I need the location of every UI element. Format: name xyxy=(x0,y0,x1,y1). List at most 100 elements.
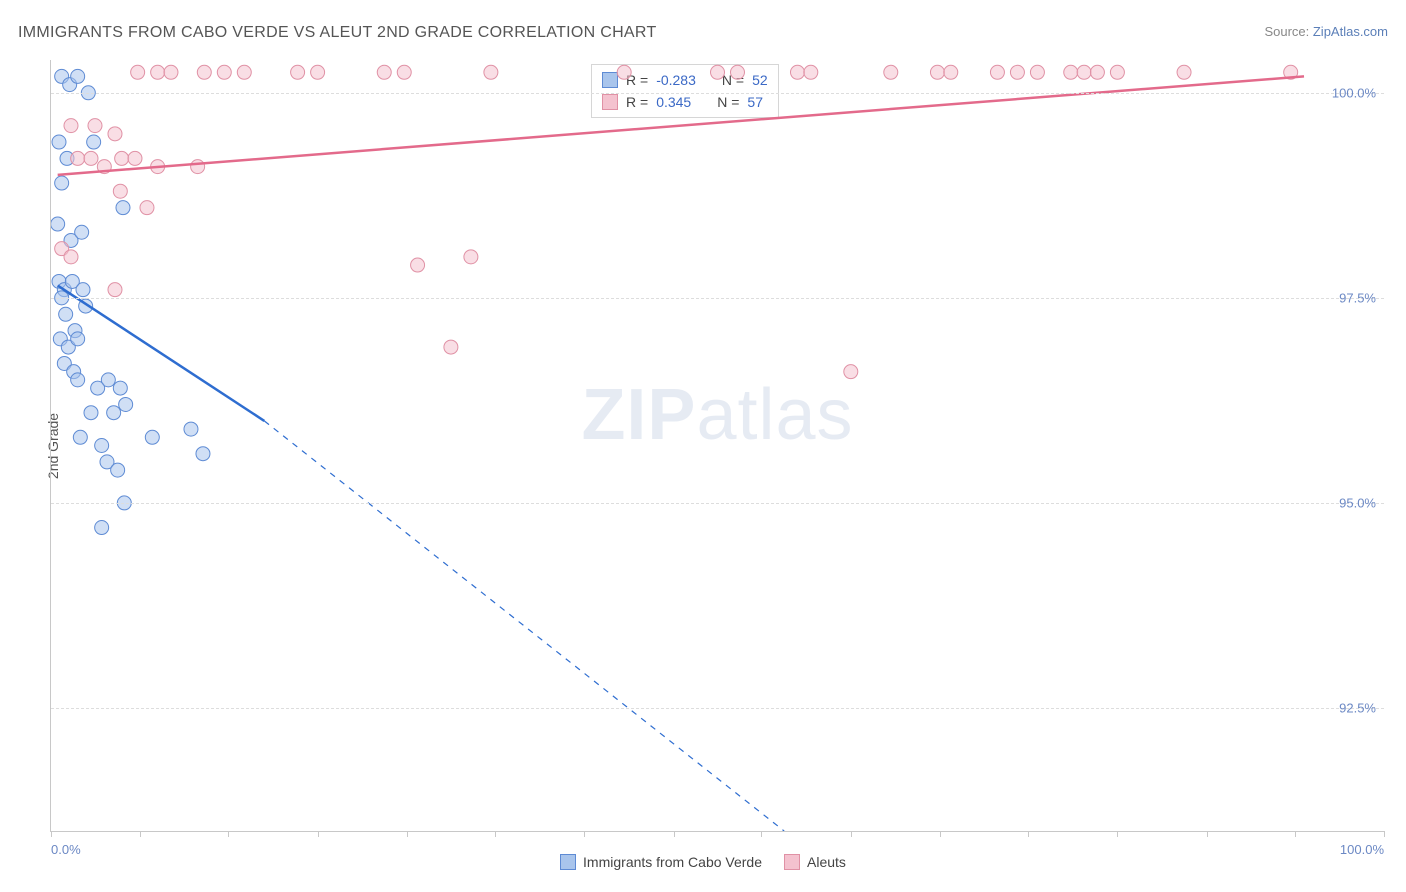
data-point-cabo_verde xyxy=(59,307,73,321)
data-point-aleuts xyxy=(151,65,165,79)
data-point-cabo_verde xyxy=(75,225,89,239)
data-point-cabo_verde xyxy=(79,299,93,313)
legend-item: Aleuts xyxy=(784,854,846,870)
data-point-cabo_verde xyxy=(184,422,198,436)
data-point-cabo_verde xyxy=(52,135,66,149)
gridline xyxy=(51,503,1384,504)
x-tick xyxy=(674,831,675,837)
x-tick xyxy=(228,831,229,837)
data-point-aleuts xyxy=(1010,65,1024,79)
data-point-aleuts xyxy=(64,119,78,133)
data-point-aleuts xyxy=(88,119,102,133)
data-point-cabo_verde xyxy=(101,373,115,387)
legend-label: Immigrants from Cabo Verde xyxy=(583,854,762,870)
x-tick xyxy=(1117,831,1118,837)
data-point-cabo_verde xyxy=(65,274,79,288)
gridline xyxy=(51,298,1384,299)
data-point-cabo_verde xyxy=(73,430,87,444)
data-point-aleuts xyxy=(884,65,898,79)
y-tick-label: 100.0% xyxy=(1332,85,1376,100)
data-point-cabo_verde xyxy=(71,69,85,83)
data-point-aleuts xyxy=(217,65,231,79)
y-tick-label: 92.5% xyxy=(1339,700,1376,715)
data-point-cabo_verde xyxy=(196,447,210,461)
legend-label: Aleuts xyxy=(807,854,846,870)
x-tick xyxy=(584,831,585,837)
data-point-aleuts xyxy=(1110,65,1124,79)
source-link[interactable]: ZipAtlas.com xyxy=(1313,24,1388,39)
data-point-cabo_verde xyxy=(67,365,81,379)
x-tick xyxy=(495,831,496,837)
data-point-aleuts xyxy=(140,201,154,215)
data-point-aleuts xyxy=(944,65,958,79)
data-point-cabo_verde xyxy=(95,521,109,535)
data-point-cabo_verde xyxy=(113,381,127,395)
data-point-cabo_verde xyxy=(71,373,85,387)
data-point-cabo_verde xyxy=(57,283,71,297)
legend-r-value: -0.283 xyxy=(656,72,696,88)
data-point-cabo_verde xyxy=(111,463,125,477)
watermark-light: atlas xyxy=(696,375,853,455)
legend-n-value: 52 xyxy=(752,72,768,88)
x-tick xyxy=(1384,831,1385,837)
data-point-cabo_verde xyxy=(55,176,69,190)
legend-row: R = 0.345N =57 xyxy=(602,91,768,113)
data-point-aleuts xyxy=(291,65,305,79)
data-point-aleuts xyxy=(71,151,85,165)
legend-r-label: R = xyxy=(626,94,648,110)
correlation-legend: R =-0.283N =52R = 0.345N =57 xyxy=(591,64,779,118)
watermark-bold: ZIP xyxy=(581,375,696,455)
legend-n-label: N = xyxy=(717,94,739,110)
legend-r-label: R = xyxy=(626,72,648,88)
legend-row: R = -0.283 N = 52 xyxy=(602,69,768,91)
x-tick xyxy=(851,831,852,837)
data-point-aleuts xyxy=(464,250,478,264)
watermark: ZIPatlas xyxy=(581,374,853,456)
data-point-cabo_verde xyxy=(76,283,90,297)
data-point-aleuts xyxy=(411,258,425,272)
plot-region: ZIPatlas R =-0.283N =52R = 0.345N =57 92… xyxy=(50,60,1384,832)
data-point-aleuts xyxy=(108,127,122,141)
y-tick-label: 95.0% xyxy=(1339,495,1376,510)
data-point-cabo_verde xyxy=(60,151,74,165)
data-point-aleuts xyxy=(64,250,78,264)
data-point-cabo_verde xyxy=(57,356,71,370)
data-point-aleuts xyxy=(115,151,129,165)
data-point-aleuts xyxy=(1177,65,1191,79)
series-legend: Immigrants from Cabo Verde Aleuts xyxy=(0,854,1406,870)
data-point-cabo_verde xyxy=(116,201,130,215)
legend-swatch xyxy=(602,72,618,88)
data-point-cabo_verde xyxy=(107,406,121,420)
data-point-cabo_verde xyxy=(63,78,77,92)
plot-area: 2nd Grade ZIPatlas R =-0.283N =52R = 0.3… xyxy=(50,60,1384,832)
data-point-cabo_verde xyxy=(55,69,69,83)
data-point-cabo_verde xyxy=(95,439,109,453)
source-prefix: Source: xyxy=(1264,24,1312,39)
chart-header: IMMIGRANTS FROM CABO VERDE VS ALEUT 2ND … xyxy=(18,24,1388,42)
data-point-cabo_verde xyxy=(145,430,159,444)
data-point-aleuts xyxy=(237,65,251,79)
source-attribution: Source: ZipAtlas.com xyxy=(1264,24,1388,39)
legend-swatch xyxy=(784,854,800,870)
gridline xyxy=(51,708,1384,709)
x-tick xyxy=(318,831,319,837)
legend-r-value: 0.345 xyxy=(656,94,691,110)
data-point-aleuts xyxy=(1030,65,1044,79)
x-tick xyxy=(940,831,941,837)
data-point-aleuts xyxy=(484,65,498,79)
x-tick xyxy=(51,831,52,837)
data-point-cabo_verde xyxy=(100,455,114,469)
x-tick xyxy=(140,831,141,837)
data-point-aleuts xyxy=(84,151,98,165)
legend-n-label: N = xyxy=(722,72,744,88)
data-point-cabo_verde xyxy=(68,324,82,338)
data-point-aleuts xyxy=(804,65,818,79)
data-point-aleuts xyxy=(197,65,211,79)
data-point-aleuts xyxy=(1077,65,1091,79)
legend-swatch xyxy=(602,94,618,110)
x-tick xyxy=(1295,831,1296,837)
data-point-aleuts xyxy=(844,365,858,379)
data-point-aleuts xyxy=(444,340,458,354)
data-point-cabo_verde xyxy=(64,233,78,247)
data-point-aleuts xyxy=(311,65,325,79)
